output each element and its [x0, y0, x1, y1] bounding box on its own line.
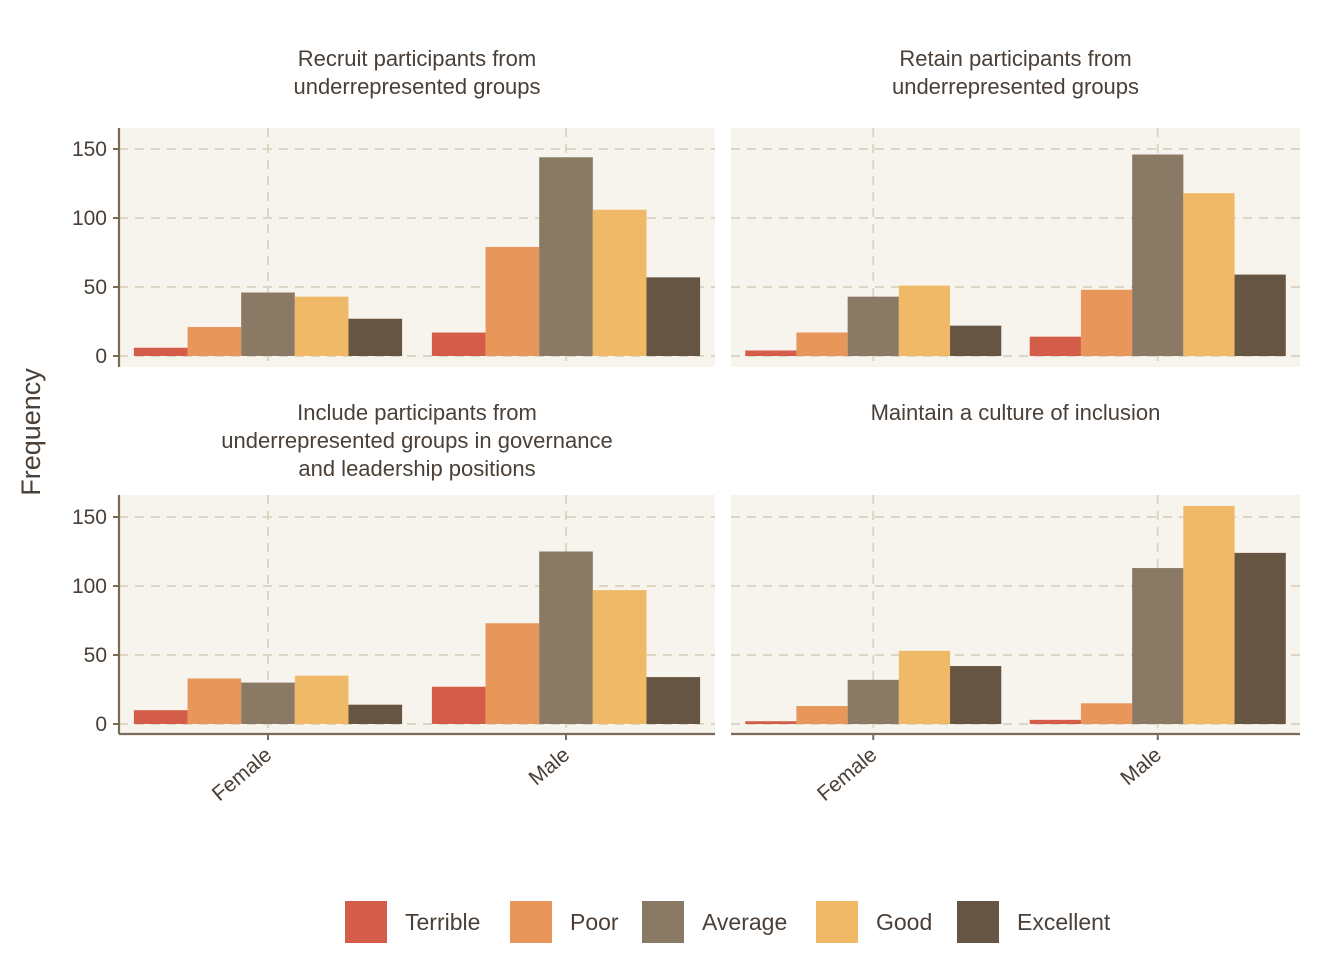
y-tick-label: 100: [72, 207, 107, 230]
bar-excellent-male: [1234, 274, 1286, 356]
bar-excellent-female: [950, 325, 1002, 356]
bar-poor-female: [796, 332, 848, 356]
y-tick-label: 50: [84, 276, 107, 299]
bar-poor-male: [1080, 703, 1133, 724]
bar-terrible-male: [1029, 336, 1081, 356]
legend-swatch: [642, 901, 684, 943]
legend-item-poor: Poor: [510, 901, 619, 943]
facet-title-line: Retain participants from: [899, 46, 1131, 71]
legend-item-excellent: Excellent: [957, 901, 1111, 943]
bar-excellent-female: [348, 318, 403, 356]
bar-terrible-male: [431, 332, 486, 356]
facet-title-line: underrepresented groups: [293, 74, 540, 99]
legend-swatch: [345, 901, 387, 943]
panel-1: Recruit participants from underrepresente…: [72, 46, 715, 368]
bar-excellent-male: [646, 277, 701, 356]
legend-swatch: [816, 901, 858, 943]
bar-average-female: [847, 296, 899, 356]
legend-label: Terrible: [405, 909, 480, 935]
panels-layer: Recruit participants from underrepresente…: [72, 46, 1300, 806]
legend-label: Poor: [570, 909, 619, 935]
bar-good-female: [294, 675, 349, 724]
x-tick-label: Male: [525, 743, 575, 790]
x-tick-label: Female: [208, 743, 276, 806]
bar-average-female: [847, 679, 899, 724]
bar-average-male: [1132, 568, 1184, 724]
bar-poor-female: [187, 327, 242, 356]
x-tick-label: Female: [813, 743, 881, 806]
facet-title-line: Include participants from: [297, 400, 537, 425]
bar-excellent-male: [1234, 552, 1286, 724]
bar-excellent-female: [950, 666, 1002, 724]
bar-terrible-male: [1029, 719, 1081, 724]
bar-excellent-female: [348, 704, 403, 724]
panel-3: Include participants from underrepresente…: [72, 400, 715, 806]
legend-item-terrible: Terrible: [345, 901, 480, 943]
y-tick-label: 50: [84, 644, 107, 667]
bar-good-male: [592, 209, 647, 356]
bar-terrible-male: [431, 686, 486, 724]
legend-label: Good: [876, 909, 932, 935]
bar-poor-female: [187, 678, 242, 724]
facet-title-line: underrepresented groups in governance: [221, 428, 612, 453]
facet-title-line: underrepresented groups: [892, 74, 1139, 99]
legend-label: Average: [702, 909, 787, 935]
y-axis-title: Frequency: [16, 368, 46, 496]
panel-4: Maintain a culture of inclusion Female Mal…: [731, 400, 1300, 806]
bar-good-female: [294, 296, 349, 356]
y-tick-label: 150: [72, 506, 107, 529]
bar-poor-female: [796, 706, 848, 724]
bar-average-female: [241, 682, 295, 724]
bar-average-female: [241, 292, 295, 356]
x-tick-label: Male: [1116, 743, 1166, 790]
legend-item-good: Good: [816, 901, 932, 943]
y-tick-label: 100: [72, 575, 107, 598]
y-tick-label: 0: [95, 345, 107, 368]
bar-poor-male: [485, 246, 540, 356]
legend-swatch: [957, 901, 999, 943]
bar-terrible-female: [745, 721, 797, 724]
bar-average-male: [539, 157, 593, 356]
bar-average-male: [1132, 154, 1184, 356]
legend-label: Excellent: [1017, 909, 1111, 935]
facet-title-line: Recruit participants from: [298, 46, 536, 71]
bar-terrible-female: [133, 710, 188, 724]
bar-average-male: [539, 551, 593, 724]
bar-poor-male: [485, 623, 540, 724]
legend-item-average: Average: [642, 901, 787, 943]
bar-good-male: [1183, 505, 1235, 724]
bar-poor-male: [1080, 289, 1133, 356]
legend: Terrible Poor Average Good Excellent: [345, 901, 1111, 943]
bar-good-male: [1183, 193, 1235, 356]
bar-excellent-male: [646, 677, 701, 724]
bar-terrible-female: [745, 350, 797, 356]
legend-swatch: [510, 901, 552, 943]
facet-title-line: and leadership positions: [298, 456, 535, 481]
bar-good-female: [898, 285, 951, 356]
bar-good-male: [592, 590, 647, 724]
panel-2: Retain participants from underrepresented…: [731, 46, 1300, 367]
facet-title-line: Maintain a culture of inclusion: [871, 400, 1161, 425]
bar-terrible-female: [133, 347, 188, 356]
bar-good-female: [898, 650, 951, 724]
y-tick-label: 0: [95, 713, 107, 736]
y-tick-label: 150: [72, 138, 107, 161]
